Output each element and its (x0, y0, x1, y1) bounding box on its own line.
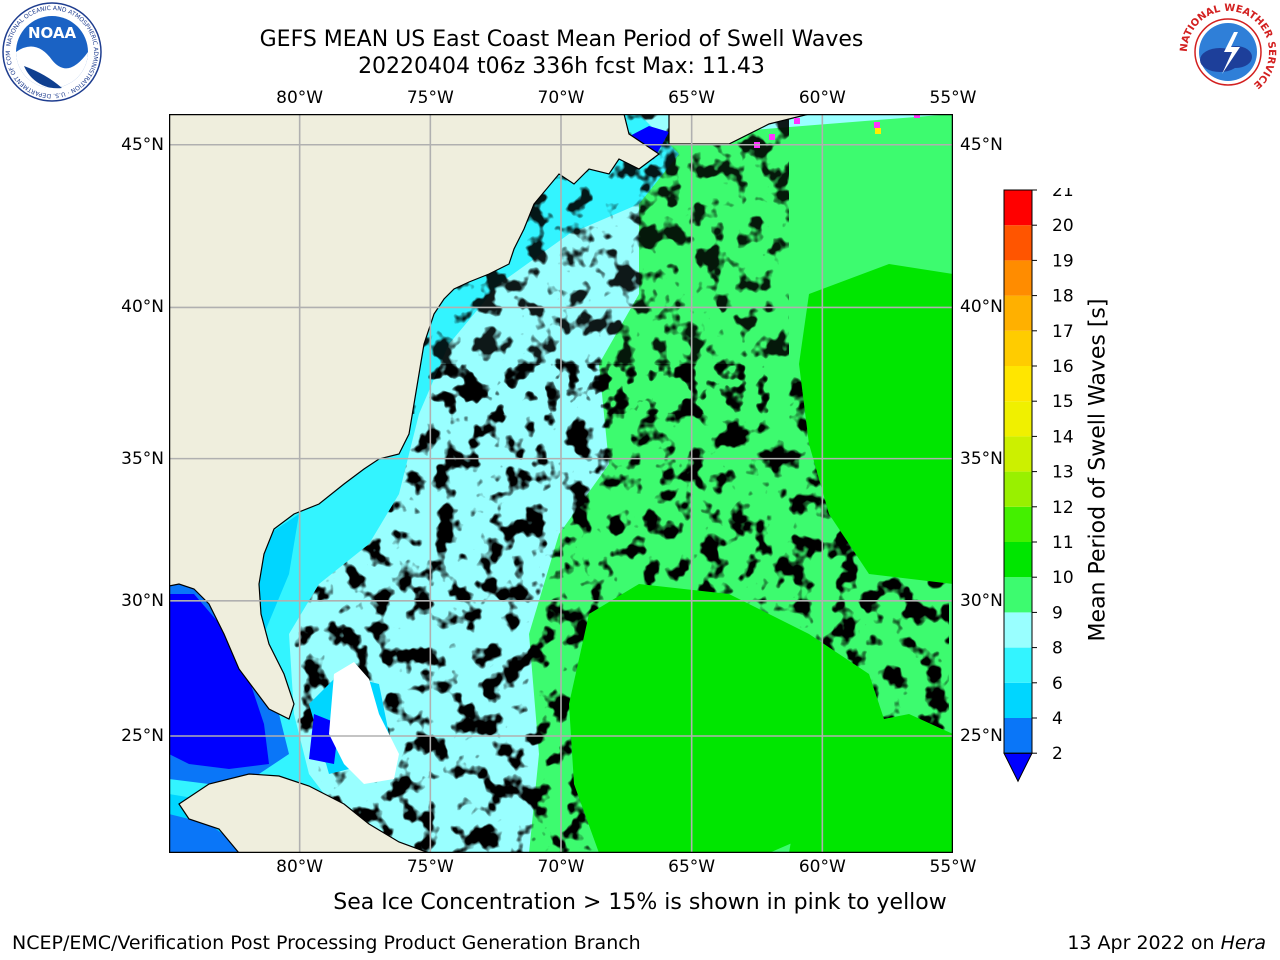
colorbar-scale: 2 4 6 8 9 10 11 12 13 14 15 16 17 18 19 20 21 (1003, 181, 1074, 783)
colorbar-segment (1004, 612, 1032, 648)
colorbar-tick-label: 2 (1052, 744, 1063, 764)
map-panel (168, 113, 954, 854)
longitude-label-top: 65°W (668, 88, 716, 108)
colorbar-tick-label: 15 (1052, 392, 1074, 412)
colorbar-tick-label: 16 (1052, 357, 1074, 377)
colorbar-tick-label: 4 (1052, 709, 1063, 729)
noaa-logo-text: NOAA (28, 24, 77, 42)
colorbar-tick-label: 21 (1052, 188, 1074, 201)
credit-left: NCEP/EMC/Verification Post Processing Pr… (12, 932, 641, 954)
colorbar-tick-label: 11 (1052, 533, 1074, 553)
colorbar-segment (1004, 190, 1032, 226)
colorbar-tick-label: 18 (1052, 287, 1074, 307)
latitude-label-left: 25°N (121, 725, 164, 746)
colorbar-tick-label: 17 (1052, 322, 1074, 342)
swell-4-6s-region (169, 514, 389, 853)
colorbar-tick-label: 10 (1052, 568, 1074, 588)
colorbar-segment (1004, 577, 1032, 613)
bahamas-no-data-patch (329, 662, 399, 784)
longitude-label-bottom: 70°W (537, 857, 585, 877)
colorbar-segment (1004, 506, 1032, 542)
colorbar-segment (1004, 471, 1032, 507)
swell-period-map (168, 113, 954, 854)
us-east-coast-land (169, 114, 661, 720)
latitude-label-right: 30°N (960, 590, 1003, 611)
longitude-label-bottom: 75°W (406, 857, 454, 877)
longitude-label-top: 60°W (798, 88, 846, 108)
colorbar-tick-label: 19 (1052, 251, 1074, 271)
colorbar-segment (1004, 401, 1032, 437)
latitude-label-left: 40°N (121, 297, 164, 318)
map-graticule (169, 114, 953, 853)
colorbar-segment (1004, 682, 1032, 718)
longitude-label-top: 55°W (929, 88, 977, 108)
colorbar: 2 4 6 8 9 10 11 12 13 14 15 16 17 18 19 20 21 (1000, 181, 1080, 788)
map-border (168, 113, 954, 854)
longitude-label-bottom: 60°W (798, 857, 846, 877)
credit-host: Hera (1220, 932, 1266, 954)
chart-title: GEFS MEAN US East Coast Mean Period of S… (259, 27, 864, 52)
colorbar-segment (1004, 366, 1032, 402)
colorbar-label: Mean Period of Swell Waves [s] (1085, 298, 1111, 642)
longitude-label-top: 75°W (406, 88, 454, 108)
swell-10-11s-region-southeast (789, 714, 953, 853)
latitude-label-right: 45°N (960, 134, 1003, 155)
credit-date: 13 Apr 2022 on (1067, 932, 1221, 954)
latitude-label-right: 35°N (960, 448, 1003, 469)
colorbar-tick-label: 12 (1052, 498, 1074, 518)
longitude-label-bottom: 80°W (276, 857, 324, 877)
nws-logo: NATIONAL WEATHER SERVICE (1178, 2, 1278, 102)
colorbar-tick-label: 8 (1052, 639, 1063, 659)
credit-right: 13 Apr 2022 on Hera (1067, 932, 1266, 954)
colorbar-segment (1004, 225, 1032, 261)
colorbar-segment (1004, 295, 1032, 331)
colorbar-segment (1004, 647, 1032, 683)
latitude-label-left: 30°N (121, 590, 164, 611)
chart-subtitle: 20220404 t06z 336h fcst Max: 11.43 (358, 54, 765, 79)
colorbar-segment (1004, 260, 1032, 296)
latitude-label-right: 40°N (960, 297, 1003, 318)
colorbar-tick-label: 6 (1052, 674, 1063, 694)
colorbar-tick-label: 14 (1052, 427, 1074, 447)
swell-10-11s-region-north (799, 264, 953, 584)
colorbar-segment (1004, 330, 1032, 366)
colorbar-tick-label: 9 (1052, 603, 1063, 623)
longitude-label-top: 70°W (537, 88, 585, 108)
noaa-logo: NOAA NATIONAL OCEANIC AND ATMOSPHERIC AD… (0, 0, 102, 102)
latitude-label-right: 25°N (960, 725, 1003, 746)
latitude-label-left: 45°N (121, 134, 164, 155)
longitude-label-bottom: 65°W (668, 857, 716, 877)
latitude-label-left: 35°N (121, 448, 164, 469)
colorbar-tick-label: 20 (1052, 216, 1074, 236)
colorbar-tick-label: 13 (1052, 463, 1074, 483)
cuba-land (178, 773, 430, 853)
longitude-label-bottom: 55°W (929, 857, 977, 877)
colorbar-extend-arrow (1003, 752, 1033, 783)
colorbar-segment (1004, 436, 1032, 472)
sea-ice-note: Sea Ice Concentration > 15% is shown in … (333, 890, 947, 915)
colorbar-segment (1004, 542, 1032, 578)
longitude-label-top: 80°W (276, 88, 324, 108)
colorbar-segment (1004, 718, 1032, 754)
swell-below-2s-region (169, 126, 669, 769)
